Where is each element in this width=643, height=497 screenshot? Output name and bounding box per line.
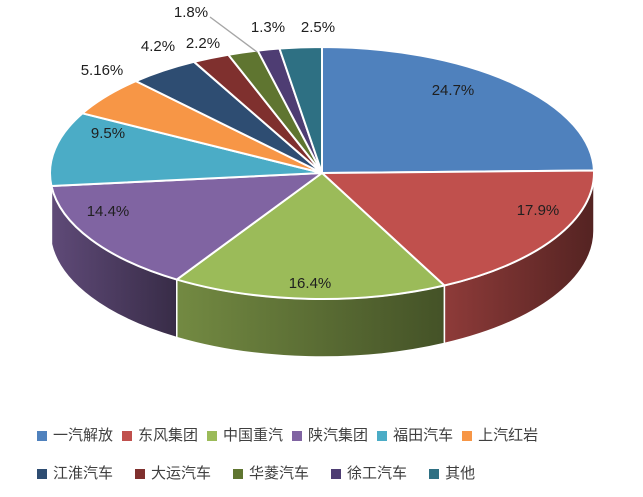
pie-3d-canvas: 24.7% 17.9% 16.4% 14.4% 9.5% 5.16% 4.2% 2.2% 1.8…: [49, 4, 595, 358]
legend-item-大运汽车[interactable]: 大运汽车: [135, 464, 211, 484]
pie-label-福田汽车: 9.5%: [91, 125, 125, 142]
legend: 一汽解放 东风集团 中国重汽 陕汽集团 福田汽车 上汽红岩 江淮汽车 大运汽车 华菱汽车 徐工汽…: [37, 426, 538, 497]
pie-slice-福田汽车[interactable]: [49, 112, 323, 187]
label-leader-line: [209, 16, 258, 53]
legend-swatch-icon: [292, 431, 303, 441]
legend-swatch-icon: [233, 469, 244, 479]
pie-slice-其他[interactable]: [278, 46, 323, 174]
legend-item-华菱汽车[interactable]: 华菱汽车: [233, 464, 309, 484]
legend-row-2: 江淮汽车 大运汽车 华菱汽车 徐工汽车 其他: [37, 464, 538, 484]
legend-item-label: 一汽解放: [53, 427, 114, 444]
pie-label-中国重汽: 16.4%: [289, 275, 332, 292]
legend-swatch-icon: [122, 431, 133, 441]
legend-item-中国重汽[interactable]: 中国重汽: [207, 426, 283, 446]
legend-swatch-icon: [135, 469, 146, 479]
legend-item-label: 福田汽车: [393, 427, 454, 444]
pie-label-其他: 2.5%: [301, 19, 335, 36]
legend-item-陕汽集团[interactable]: 陕汽集团: [292, 426, 368, 446]
pie-slice-东风集团[interactable]: [321, 169, 595, 287]
pie-label-一汽解放: 24.7%: [432, 82, 475, 99]
legend-item-徐工汽车[interactable]: 徐工汽车: [331, 464, 407, 484]
pie-label-东风集团: 17.9%: [517, 202, 560, 219]
legend-item-上汽红岩[interactable]: 上汽红岩: [462, 426, 538, 446]
legend-item-label: 陕汽集团: [308, 427, 369, 444]
legend-swatch-icon: [377, 431, 388, 441]
pie-label-华菱汽车: 1.8%: [174, 4, 208, 21]
legend-swatch-icon: [207, 431, 218, 441]
legend-swatch-icon: [462, 431, 473, 441]
legend-row-1: 一汽解放 东风集团 中国重汽 陕汽集团 福田汽车 上汽红岩: [37, 426, 538, 446]
legend-swatch-icon: [429, 469, 440, 479]
legend-item-label: 华菱汽车: [249, 465, 310, 482]
pie-slice-一汽解放[interactable]: [321, 46, 595, 174]
pie-label-徐工汽车: 1.3%: [251, 19, 285, 36]
legend-item-江淮汽车[interactable]: 江淮汽车: [37, 464, 113, 484]
legend-swatch-icon: [37, 469, 47, 479]
legend-swatch-icon: [37, 431, 47, 441]
legend-item-福田汽车[interactable]: 福田汽车: [377, 426, 453, 446]
legend-item-label: 东风集团: [138, 427, 199, 444]
pie-label-上汽红岩: 5.16%: [81, 62, 124, 79]
pie-slice-中国重汽[interactable]: [175, 172, 446, 300]
pie-label-江淮汽车: 4.2%: [141, 38, 175, 55]
legend-item-label: 徐工汽车: [347, 465, 408, 482]
legend-item-label: 其他: [445, 465, 476, 482]
pie-label-大运汽车: 2.2%: [186, 35, 220, 52]
legend-swatch-icon: [331, 469, 342, 479]
legend-item-一汽解放[interactable]: 一汽解放: [37, 426, 113, 446]
legend-item-label: 中国重汽: [223, 427, 284, 444]
legend-item-其他[interactable]: 其他: [429, 464, 475, 484]
pie-label-陕汽集团: 14.4%: [87, 203, 130, 220]
legend-item-label: 大运汽车: [151, 465, 212, 482]
legend-item-label: 上汽红岩: [478, 427, 539, 444]
legend-item-东风集团[interactable]: 东风集团: [122, 426, 198, 446]
pie-slice-陕汽集团[interactable]: [50, 172, 323, 281]
legend-item-label: 江淮汽车: [53, 465, 114, 482]
